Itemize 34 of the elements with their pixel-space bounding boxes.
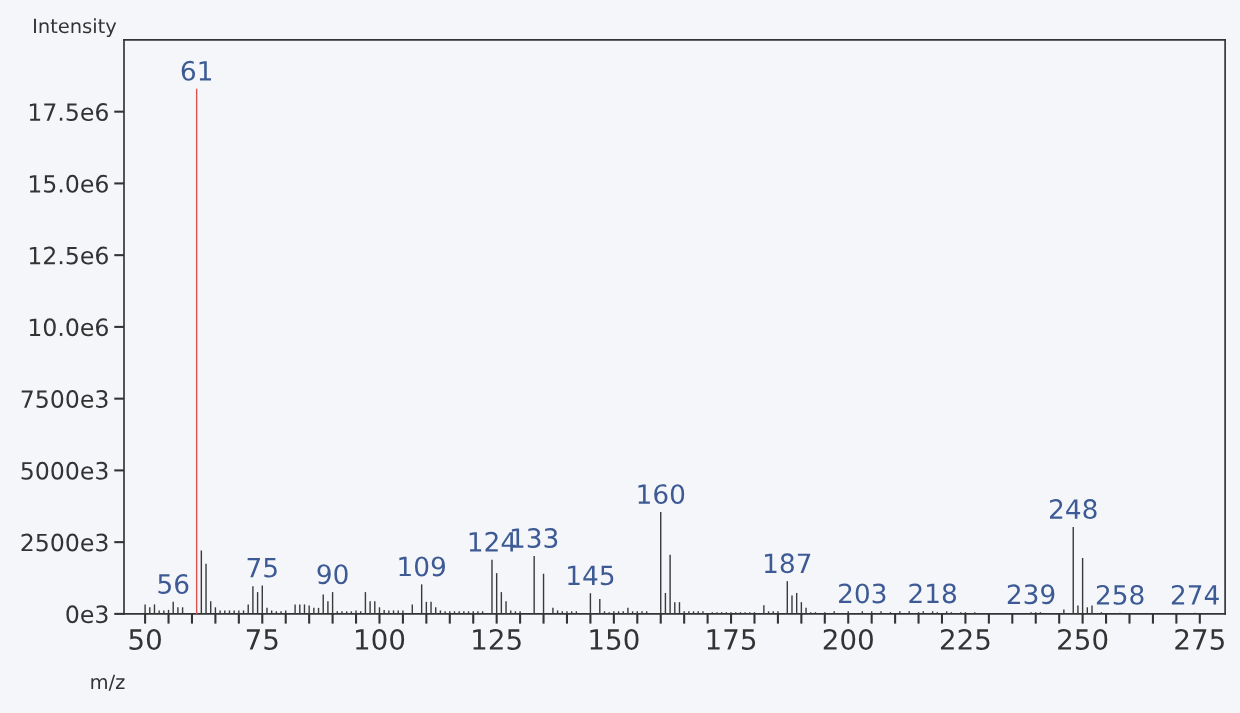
y-tick-label: 5000e3	[21, 461, 108, 480]
annotation: 248	[1049, 499, 1097, 520]
annotation: 239	[1007, 584, 1055, 605]
annotation: 218	[909, 583, 956, 604]
x-tick-label: 75	[246, 629, 278, 650]
annotation: 109	[399, 556, 445, 577]
annotation: 187	[765, 553, 811, 574]
y-tick-label: 17.5e6	[29, 103, 108, 121]
x-tick-label: 225	[940, 628, 990, 650]
x-tick-label: 250	[1058, 628, 1108, 650]
x-tick-label: 275	[1175, 628, 1224, 650]
x-tick-label: 100	[356, 628, 405, 650]
x-tick-label: 50	[129, 628, 161, 650]
annotation: 75	[247, 557, 277, 578]
annotation: 274	[1171, 584, 1219, 605]
annotation: 90	[317, 564, 348, 585]
x-tick-label: 175	[707, 629, 756, 650]
annotation: 56	[158, 573, 189, 594]
x-tick-label: 200	[823, 628, 873, 650]
y-tick-label: 12.5e6	[29, 246, 108, 265]
y-tick-label: 10.0e6	[29, 318, 108, 337]
y-tick-label: 15.0e6	[29, 174, 108, 193]
annotation: 258	[1096, 584, 1144, 605]
x-tick-label: 125	[473, 628, 521, 650]
annotation: 160	[638, 484, 685, 505]
y-axis-title: Intensity	[34, 18, 117, 38]
annotation: 145	[568, 565, 614, 586]
annotation: 203	[839, 583, 886, 604]
annotation: 61	[181, 60, 212, 81]
y-tick-label: 0e3	[66, 605, 108, 624]
x-tick-label: 150	[590, 628, 639, 650]
y-tick-label: 7500e3	[21, 390, 108, 408]
y-tick-label: 2500e3	[21, 533, 108, 552]
x-axis-title: m/z	[91, 674, 125, 691]
